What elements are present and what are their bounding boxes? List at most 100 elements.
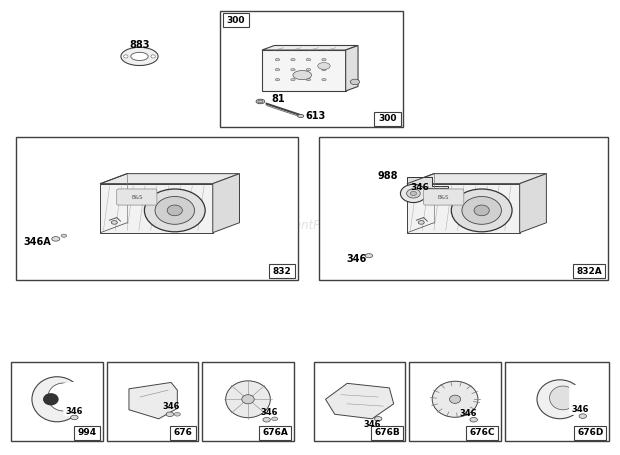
Polygon shape bbox=[213, 174, 239, 233]
Ellipse shape bbox=[293, 71, 312, 80]
Bar bbox=[107, 362, 198, 441]
Text: 883: 883 bbox=[129, 40, 150, 51]
Ellipse shape bbox=[121, 47, 158, 66]
Text: eReplacementParts.com: eReplacementParts.com bbox=[229, 219, 373, 232]
Ellipse shape bbox=[450, 395, 461, 404]
Ellipse shape bbox=[258, 100, 263, 103]
Text: B&S: B&S bbox=[438, 195, 450, 199]
Polygon shape bbox=[262, 50, 346, 91]
Ellipse shape bbox=[275, 69, 280, 71]
Bar bbox=[574, 426, 606, 440]
Ellipse shape bbox=[151, 55, 155, 58]
Ellipse shape bbox=[275, 78, 280, 81]
Ellipse shape bbox=[579, 414, 587, 419]
Text: 994: 994 bbox=[78, 428, 97, 437]
Text: 300: 300 bbox=[378, 114, 397, 123]
Ellipse shape bbox=[51, 237, 60, 241]
Bar bbox=[573, 264, 605, 278]
FancyBboxPatch shape bbox=[423, 189, 464, 205]
Ellipse shape bbox=[275, 59, 280, 61]
Ellipse shape bbox=[32, 377, 82, 422]
Polygon shape bbox=[100, 174, 239, 184]
Text: 346: 346 bbox=[363, 420, 381, 429]
Bar bbox=[223, 13, 249, 27]
Ellipse shape bbox=[374, 417, 382, 421]
Bar bbox=[11, 362, 103, 441]
Text: 346: 346 bbox=[66, 407, 83, 416]
Text: 613: 613 bbox=[306, 111, 326, 121]
Polygon shape bbox=[262, 46, 358, 50]
Ellipse shape bbox=[401, 184, 427, 202]
Ellipse shape bbox=[291, 78, 295, 81]
Polygon shape bbox=[407, 177, 448, 188]
Text: 676D: 676D bbox=[577, 428, 603, 437]
Ellipse shape bbox=[61, 234, 67, 238]
Ellipse shape bbox=[48, 383, 79, 411]
Polygon shape bbox=[407, 174, 546, 184]
Text: 300: 300 bbox=[226, 15, 245, 25]
Ellipse shape bbox=[167, 205, 182, 216]
Ellipse shape bbox=[111, 221, 117, 224]
Ellipse shape bbox=[306, 69, 311, 71]
Bar bbox=[170, 426, 196, 440]
Polygon shape bbox=[100, 184, 213, 233]
Ellipse shape bbox=[291, 69, 295, 71]
FancyBboxPatch shape bbox=[117, 189, 157, 205]
Polygon shape bbox=[129, 382, 177, 419]
Ellipse shape bbox=[242, 395, 254, 404]
Polygon shape bbox=[63, 379, 94, 420]
Ellipse shape bbox=[263, 418, 270, 422]
Ellipse shape bbox=[365, 254, 373, 258]
Text: 676C: 676C bbox=[469, 428, 495, 437]
Polygon shape bbox=[407, 184, 520, 233]
Ellipse shape bbox=[410, 192, 417, 196]
Ellipse shape bbox=[432, 381, 478, 417]
Ellipse shape bbox=[451, 189, 512, 232]
Ellipse shape bbox=[174, 412, 180, 416]
Polygon shape bbox=[569, 382, 594, 418]
Text: 676B: 676B bbox=[374, 428, 400, 437]
Text: 346: 346 bbox=[460, 409, 477, 418]
Text: 346: 346 bbox=[572, 405, 589, 414]
Ellipse shape bbox=[71, 415, 78, 420]
Bar bbox=[202, 362, 294, 441]
Ellipse shape bbox=[549, 386, 577, 410]
Ellipse shape bbox=[306, 78, 311, 81]
Bar bbox=[319, 136, 608, 280]
Bar bbox=[371, 426, 403, 440]
Text: 346A: 346A bbox=[24, 237, 51, 247]
Text: 676A: 676A bbox=[262, 428, 288, 437]
Bar bbox=[466, 426, 498, 440]
Text: 346: 346 bbox=[162, 403, 180, 411]
Bar bbox=[259, 426, 291, 440]
Text: 988: 988 bbox=[377, 171, 397, 181]
Ellipse shape bbox=[256, 99, 265, 104]
Ellipse shape bbox=[226, 381, 270, 418]
Ellipse shape bbox=[131, 52, 148, 61]
Ellipse shape bbox=[155, 197, 195, 224]
Ellipse shape bbox=[317, 62, 330, 70]
Polygon shape bbox=[520, 174, 546, 233]
Ellipse shape bbox=[322, 69, 326, 71]
Ellipse shape bbox=[291, 59, 295, 61]
Text: 346: 346 bbox=[261, 409, 278, 417]
Polygon shape bbox=[326, 383, 394, 419]
Bar bbox=[16, 136, 298, 280]
Text: 346: 346 bbox=[347, 254, 366, 264]
Ellipse shape bbox=[407, 189, 420, 198]
Polygon shape bbox=[346, 46, 358, 91]
Ellipse shape bbox=[350, 79, 360, 85]
Ellipse shape bbox=[418, 221, 424, 224]
Bar bbox=[74, 426, 100, 440]
Text: B&S: B&S bbox=[131, 195, 143, 199]
Bar bbox=[505, 362, 609, 441]
Ellipse shape bbox=[470, 418, 477, 422]
Bar bbox=[269, 264, 295, 278]
Bar bbox=[409, 362, 501, 441]
Text: 832A: 832A bbox=[576, 267, 602, 276]
Ellipse shape bbox=[537, 380, 583, 419]
Ellipse shape bbox=[166, 412, 174, 417]
Ellipse shape bbox=[306, 59, 311, 61]
Ellipse shape bbox=[298, 115, 304, 117]
Ellipse shape bbox=[462, 197, 502, 224]
